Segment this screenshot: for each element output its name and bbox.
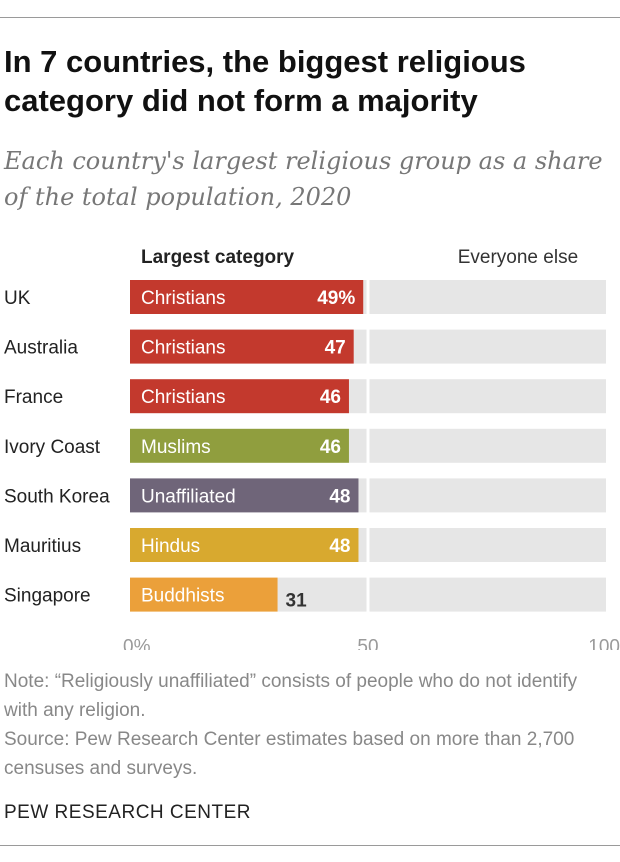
bar-largest-category (130, 329, 354, 364)
country-label: Australia (4, 338, 78, 359)
bar-largest-category (130, 280, 364, 314)
country-label: UK (4, 288, 31, 309)
chart-subtitle: Each country's largest religious group a… (4, 147, 603, 211)
group-label: Muslims (141, 437, 211, 458)
bar-everyone-else (353, 329, 606, 364)
group-label: Christians (141, 387, 225, 408)
country-label: Mauritius (4, 536, 81, 557)
bar-chart: Largest category Everyone else UK Christian… (4, 247, 620, 650)
value-label: 47 (325, 338, 346, 359)
group-label: Christians (141, 338, 225, 359)
country-label: South Korea (4, 486, 110, 507)
value-label: 46 (320, 437, 341, 458)
bar-everyone-else (348, 428, 606, 463)
source-text: Source: Pew Research Center estimates ba… (4, 729, 575, 779)
bar-largest-category (130, 577, 278, 612)
value-label: 46 (320, 387, 341, 408)
note-text: Note: “Religiously unaffiliated” consist… (4, 671, 578, 721)
country-label: France (4, 387, 63, 408)
bar-everyone-else (348, 379, 606, 414)
bar-largest-category (130, 379, 349, 414)
country-label: Singapore (4, 586, 91, 607)
bar-everyone-else (363, 280, 606, 314)
group-label: Buddhists (141, 586, 224, 607)
x-tick-label: 50 (357, 637, 378, 650)
group-label: Hindus (141, 536, 200, 557)
bar-largest-category (130, 428, 349, 463)
chart-title: In 7 countries, the biggest religious ca… (4, 44, 526, 118)
header-everyone-else: Everyone else (458, 247, 578, 268)
notes: Note: “Religiously unaffiliated” consist… (4, 667, 616, 783)
value-label: 31 (286, 591, 308, 612)
header-largest-category: Largest category (141, 247, 295, 268)
bar-everyone-else (277, 577, 606, 612)
bar-largest-category (130, 478, 359, 513)
brand-logo-text: PEW RESEARCH CENTER (4, 802, 252, 823)
value-label: 49% (317, 288, 355, 309)
value-label: 48 (329, 536, 350, 557)
country-label: Ivory Coast (4, 437, 101, 458)
group-label: Christians (141, 288, 225, 309)
bar-largest-category (130, 528, 359, 562)
bottom-rule (0, 845, 620, 846)
group-label: Unaffiliated (141, 486, 236, 507)
x-tick-label: 0% (123, 637, 151, 650)
value-label: 48 (329, 486, 350, 507)
top-rule (0, 17, 620, 18)
x-tick-label: 100 (588, 637, 620, 650)
bar-everyone-else (358, 478, 606, 513)
bar-everyone-else (358, 528, 606, 562)
